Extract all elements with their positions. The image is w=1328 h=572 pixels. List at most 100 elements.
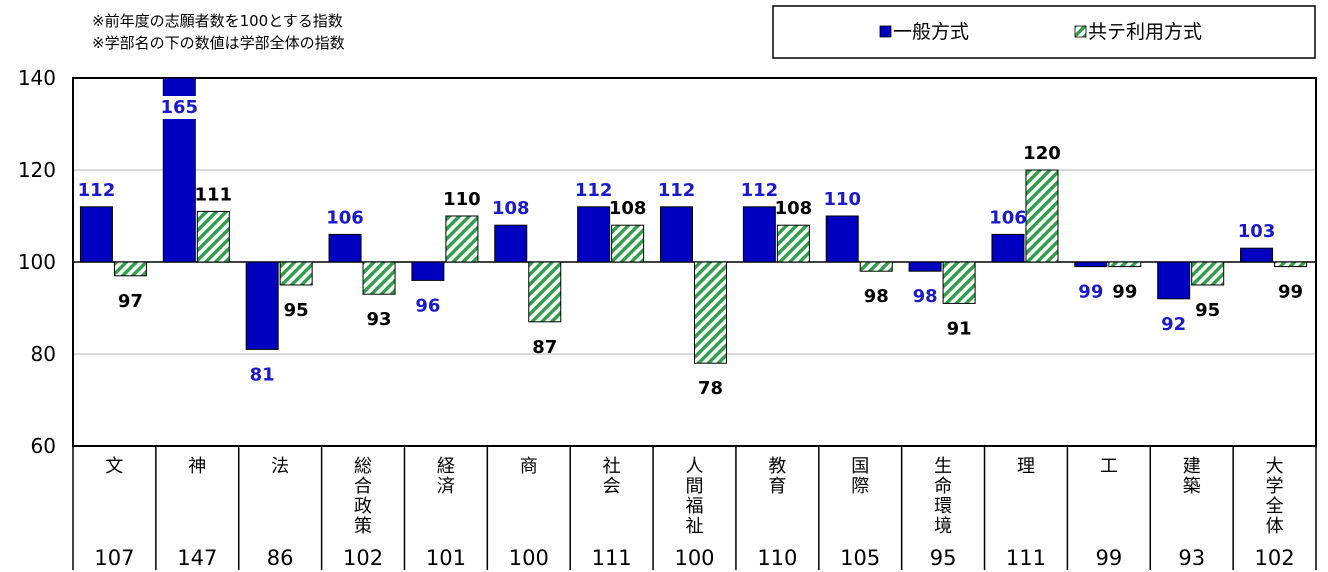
bar-kyote — [942, 261, 976, 304]
bar-kyote — [113, 261, 147, 277]
bar-ippan — [825, 215, 859, 263]
category-label: 法 — [271, 456, 289, 477]
data-label: 108 — [775, 198, 813, 219]
data-label: 87 — [532, 337, 557, 358]
data-label: 78 — [698, 378, 723, 399]
bar-ippan — [411, 261, 445, 281]
category-label: 全 — [1266, 496, 1284, 517]
y-tick-label: 80 — [31, 342, 56, 366]
bar-kyote — [859, 261, 893, 272]
data-label: 98 — [864, 286, 889, 307]
category-label: 策 — [354, 516, 372, 537]
overall-index: 147 — [177, 546, 217, 570]
data-label: 95 — [1195, 300, 1220, 321]
overall-index: 111 — [1006, 546, 1046, 570]
y-tick-label: 140 — [18, 66, 56, 90]
legend-label-ippan: 一般方式 — [893, 21, 969, 43]
overall-index: 107 — [94, 546, 134, 570]
legend-swatch-kyote — [1074, 25, 1087, 38]
overall-index: 102 — [343, 546, 383, 570]
overall-index: 100 — [674, 546, 714, 570]
bar-ippan — [742, 206, 776, 263]
bar-kyote — [776, 224, 810, 263]
bar-kyote — [1025, 169, 1059, 263]
category-label: 環 — [934, 496, 952, 517]
category-label: 政 — [354, 496, 372, 517]
chart-note-1: ※前年度の志願者数を100とする指数 — [92, 12, 343, 30]
label-backdrop — [160, 96, 199, 119]
overall-index: 110 — [757, 546, 797, 570]
plot-frame — [72, 77, 1317, 447]
bar-kyote — [1191, 261, 1225, 286]
bar-ippan — [660, 206, 693, 263]
overall-index: 95 — [930, 546, 957, 570]
overall-index: 102 — [1255, 546, 1295, 570]
legend-swatch-ippan — [879, 25, 892, 38]
y-tick-label: 60 — [31, 434, 56, 458]
bar-ippan — [1074, 261, 1108, 268]
data-label: 91 — [947, 318, 972, 339]
overall-index: 99 — [1095, 546, 1122, 570]
data-label: 81 — [250, 364, 275, 385]
bar-ippan — [245, 261, 279, 350]
overall-index: 86 — [267, 546, 294, 570]
data-label: 110 — [443, 189, 481, 210]
data-label: 95 — [284, 300, 309, 321]
bar-kyote — [279, 261, 313, 286]
data-label: 99 — [1078, 282, 1103, 303]
legend-label-kyote: 共テ利用方式 — [1088, 21, 1202, 43]
category-label: 合 — [354, 476, 372, 497]
category-label: 工 — [1100, 456, 1118, 477]
legend-box — [772, 5, 1316, 59]
category-label: 学 — [1266, 476, 1284, 497]
category-label: 祉 — [686, 516, 704, 537]
category-label: 文 — [105, 456, 123, 477]
data-label: 103 — [1238, 221, 1276, 242]
data-label: 106 — [326, 207, 364, 228]
category-label: 神 — [188, 456, 206, 477]
bar-ippan — [908, 261, 942, 272]
category-label: 人 — [686, 456, 704, 477]
data-label: 108 — [609, 198, 647, 219]
data-label: 110 — [823, 189, 861, 210]
data-label: 112 — [78, 180, 116, 201]
category-label: 築 — [1183, 476, 1201, 497]
category-label: 経 — [437, 456, 455, 477]
category-label: 済 — [437, 476, 455, 497]
bar-ippan — [328, 233, 362, 263]
data-label: 96 — [415, 295, 440, 316]
data-label: 99 — [1278, 282, 1303, 303]
category-label: 社 — [603, 456, 621, 477]
y-tick-label: 100 — [18, 250, 56, 274]
category-label: 育 — [768, 476, 786, 497]
bar-kyote — [611, 224, 645, 263]
data-label: 112 — [741, 180, 779, 201]
data-label: 97 — [118, 291, 143, 312]
overall-index: 111 — [592, 546, 632, 570]
category-label: 会 — [603, 476, 621, 497]
category-label: 大 — [1266, 456, 1284, 477]
overall-index: 101 — [426, 546, 466, 570]
overall-index: 93 — [1178, 546, 1205, 570]
data-label: 111 — [195, 184, 233, 205]
data-label: 112 — [658, 180, 696, 201]
data-label: 93 — [367, 309, 392, 330]
category-label: 命 — [934, 476, 952, 497]
bar-ippan — [1240, 247, 1274, 263]
category-label: 間 — [686, 476, 704, 497]
bar-ippan — [1157, 261, 1191, 300]
category-label: 商 — [520, 456, 538, 477]
bar-kyote — [196, 210, 230, 263]
bar-ippan — [79, 206, 113, 263]
data-label: 106 — [989, 207, 1027, 228]
data-label: 99 — [1112, 282, 1137, 303]
data-label: 120 — [1023, 143, 1061, 164]
chart-note-2: ※学部名の下の数値は学部全体の指数 — [92, 34, 345, 52]
overall-index: 100 — [509, 546, 549, 570]
bar-kyote — [362, 261, 396, 295]
overall-index: 105 — [840, 546, 880, 570]
category-label: 体 — [1266, 516, 1284, 537]
bar-kyote — [694, 261, 727, 364]
data-label: 98 — [913, 286, 938, 307]
category-label: 福 — [686, 496, 704, 517]
